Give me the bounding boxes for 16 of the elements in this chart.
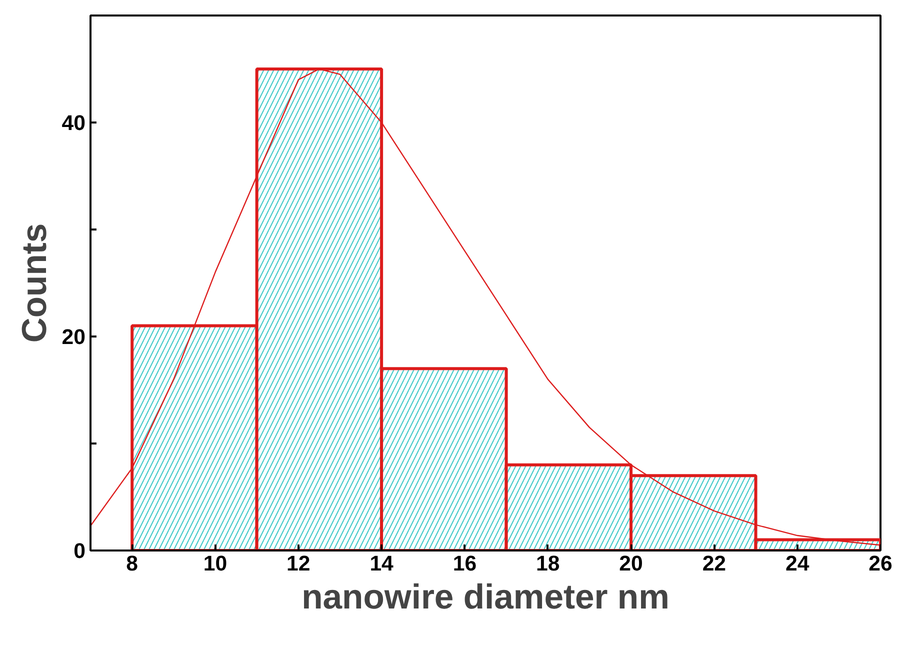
x-tick-label: 14 bbox=[370, 552, 394, 576]
x-tick-label: 24 bbox=[785, 552, 810, 576]
x-axis-title: nanowire diameter nm bbox=[302, 578, 670, 616]
x-tick-label: 26 bbox=[868, 552, 892, 576]
x-tick-label: 18 bbox=[536, 552, 560, 576]
x-tick-label: 22 bbox=[702, 552, 726, 576]
y-tick-label: 20 bbox=[62, 325, 86, 349]
x-tick-label: 20 bbox=[619, 552, 643, 576]
x-tick-label: 12 bbox=[286, 552, 310, 576]
y-axis-title: Counts bbox=[16, 223, 54, 343]
y-tick-label: 40 bbox=[62, 111, 86, 135]
x-tick-label: 10 bbox=[203, 552, 228, 576]
line-series bbox=[90, 68, 880, 546]
x-tick-label: 8 bbox=[126, 552, 138, 576]
y-tick-label: 0 bbox=[74, 539, 86, 563]
x-tick-label: 16 bbox=[452, 552, 477, 576]
